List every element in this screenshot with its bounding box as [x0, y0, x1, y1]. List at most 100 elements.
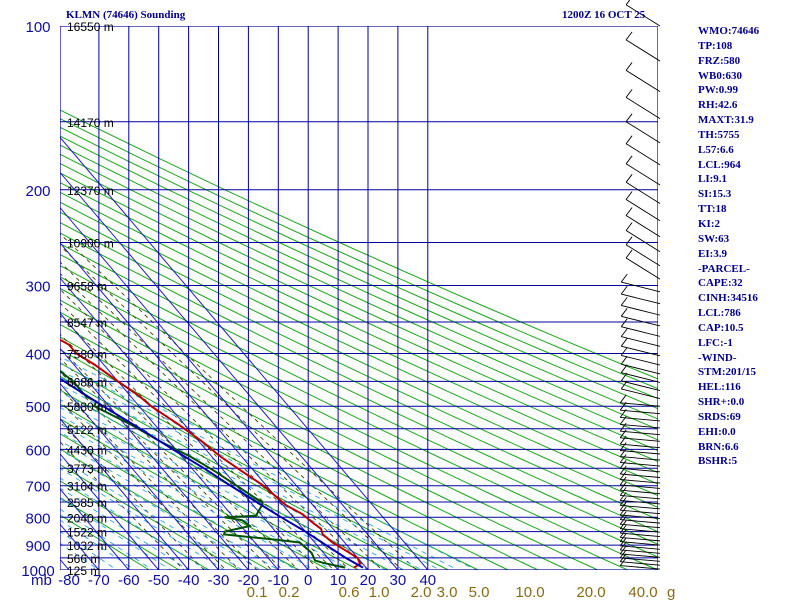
isotherm — [60, 206, 369, 570]
series-line-1 — [60, 369, 346, 569]
isotherm — [60, 277, 309, 570]
index-item: -WIND- — [698, 351, 737, 364]
isotherm — [60, 242, 339, 570]
mixing-ratio-line — [60, 421, 205, 570]
height-label: 10900 m — [67, 236, 114, 250]
wind-barb-flag — [619, 515, 627, 525]
dry-adiabat — [60, 243, 658, 533]
wind-barb-flag — [620, 318, 628, 327]
moist-adiabat — [60, 391, 387, 570]
wind-barb-flag — [625, 113, 633, 122]
wind-barb-staff — [620, 557, 661, 562]
wind-barb-staff — [621, 304, 661, 316]
wind-barb-flag — [619, 394, 627, 404]
wind-barb-flag — [625, 62, 633, 71]
wind-barb-staff — [620, 514, 661, 519]
wind-barb-flag — [619, 553, 627, 562]
dry-adiabat — [60, 464, 241, 570]
wind-barb-flag — [625, 222, 633, 231]
wind-barb-flag — [620, 347, 628, 356]
wind-barb-staff — [620, 523, 661, 529]
wind-barb-staff — [620, 450, 661, 455]
dry-adiabats — [60, 109, 658, 570]
wind-barb-staff — [620, 561, 661, 566]
index-item: EI:3.9 — [698, 247, 728, 260]
index-item: PW:0.99 — [698, 84, 739, 97]
isotherm — [60, 171, 399, 570]
wind-barb-flag — [620, 372, 628, 382]
height-label: 2585 m — [67, 496, 107, 510]
dry-adiabat — [60, 375, 420, 570]
wind-barb-flag — [620, 380, 628, 390]
wind-barb-staff — [620, 528, 661, 533]
index-item: HEL:116 — [698, 381, 741, 394]
wind-barb-flag — [619, 401, 627, 411]
dry-adiabat — [60, 264, 658, 558]
dry-adiabat — [60, 135, 658, 410]
dry-adiabat — [60, 153, 658, 430]
wind-barb-staff — [621, 281, 661, 293]
dry-adiabat — [60, 480, 211, 570]
index-item: TH:5755 — [698, 128, 740, 141]
wind-barb-flag — [619, 492, 627, 501]
wind-barb-flag — [619, 454, 627, 463]
wind-barb-staff — [625, 257, 661, 280]
mixing-ratio-tick-label: 0.1 — [247, 584, 268, 600]
wind-barb-staff — [620, 430, 661, 436]
dry-adiabat — [60, 162, 658, 441]
height-label: 1032 m — [67, 539, 107, 553]
wind-barb-flag — [625, 89, 633, 98]
wind-barb-flag — [625, 174, 633, 183]
wind-barb-flag — [620, 328, 628, 337]
height-label: 8547 m — [67, 316, 107, 330]
index-item: TT:18 — [698, 203, 727, 216]
wind-barb-flag — [619, 460, 627, 469]
wind-barb-staff — [621, 380, 661, 392]
wind-barb-staff — [620, 416, 661, 422]
moist-adiabat — [60, 414, 334, 570]
dry-adiabat — [60, 201, 658, 485]
moist-adiabat — [60, 449, 262, 570]
index-item: LCL:964 — [698, 158, 741, 171]
index-item: WB0:630 — [698, 69, 742, 82]
index-item: -PARCEL- — [698, 262, 750, 275]
index-item: STM:201/15 — [698, 366, 757, 379]
index-item: LFC:-1 — [698, 336, 733, 349]
wind-barb-staff — [625, 215, 661, 238]
wind-barb-flag — [619, 533, 627, 542]
wind-barb-flag — [619, 511, 627, 520]
wind-barb-flag — [625, 236, 633, 245]
mixing-ratio-line — [60, 400, 227, 570]
moist-adiabat — [60, 362, 459, 570]
wind-barb-flag — [619, 476, 627, 486]
wind-barb-flag — [625, 249, 633, 259]
moist-adiabat — [60, 406, 352, 570]
wind-barb-flag — [620, 273, 628, 283]
wind-barb-flag — [619, 541, 627, 551]
wind-barb-staff — [620, 443, 661, 449]
wind-barb-flag — [619, 465, 627, 475]
wind-barb-flag — [619, 442, 627, 451]
wind-barb-flag — [619, 501, 627, 511]
dry-adiabat — [60, 299, 600, 570]
mixing-ratio-tick-label: 40.0 — [628, 584, 657, 600]
pressure-tick-label: 300 — [25, 279, 50, 296]
mixing-ratio-tick-label: 3.0 — [437, 584, 458, 600]
mixing-ratio-tick-label: 1.0 — [369, 584, 390, 600]
index-item: LI:9.1 — [698, 173, 728, 186]
wind-barb-staff — [625, 181, 661, 204]
isotherm — [0, 26, 9, 570]
wind-barb-flag — [619, 471, 627, 480]
dry-adiabat — [60, 181, 658, 463]
wind-barb-staff — [620, 479, 661, 484]
wind-barb-staff — [620, 549, 661, 554]
moist-adiabat — [60, 440, 280, 570]
moist-adiabat — [60, 519, 136, 570]
index-item: CAP:10.5 — [698, 321, 744, 334]
mixing-ratio-line — [60, 371, 258, 570]
moist-adiabat — [60, 369, 441, 570]
moist-adiabat — [60, 487, 190, 570]
wind-barb-staff — [620, 402, 661, 407]
series-line-2 — [60, 377, 364, 569]
